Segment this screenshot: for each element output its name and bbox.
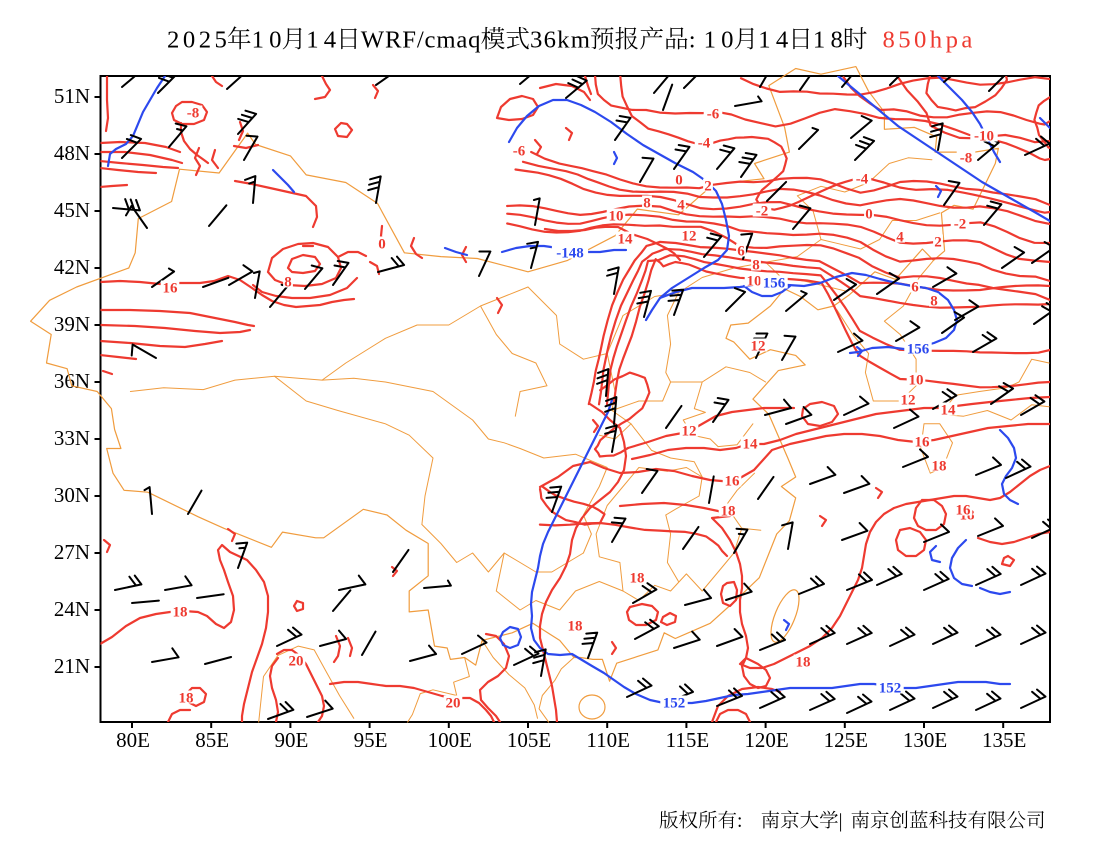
svg-text:152: 152 (663, 696, 686, 712)
svg-text:156: 156 (763, 276, 786, 292)
svg-text:16: 16 (163, 281, 179, 297)
svg-text:-6: -6 (513, 144, 526, 160)
svg-text:85E: 85E (195, 728, 229, 752)
svg-text:115E: 115E (666, 728, 710, 752)
svg-text:14: 14 (758, 27, 788, 54)
svg-text:6: 6 (911, 280, 919, 296)
svg-text:20: 20 (446, 696, 461, 712)
svg-text:-4: -4 (698, 136, 711, 152)
svg-text:4: 4 (896, 230, 904, 246)
svg-text:36km: 36km (530, 27, 590, 54)
svg-text:10: 10 (747, 274, 762, 290)
svg-text:12: 12 (682, 424, 697, 440)
svg-text:48N: 48N (54, 141, 90, 165)
svg-text:8: 8 (643, 196, 651, 212)
svg-text::: : (689, 27, 696, 54)
svg-text::: : (737, 811, 742, 832)
svg-text:18: 18 (568, 619, 583, 635)
svg-text:14: 14 (618, 232, 634, 248)
svg-text:105E: 105E (507, 728, 551, 752)
svg-text:18: 18 (179, 691, 194, 707)
svg-text:27N: 27N (54, 540, 90, 564)
svg-text:10: 10 (704, 27, 734, 54)
svg-text:0: 0 (865, 207, 873, 223)
svg-text:125E: 125E (824, 728, 868, 752)
svg-text:-4: -4 (856, 172, 869, 188)
svg-text:12: 12 (901, 393, 916, 409)
svg-text:4: 4 (677, 198, 685, 214)
svg-text:51N: 51N (54, 84, 90, 108)
svg-text:12: 12 (682, 229, 697, 245)
svg-text:42N: 42N (54, 255, 90, 279)
svg-text:36N: 36N (54, 369, 90, 393)
svg-text:WRF/cmaq: WRF/cmaq (361, 27, 481, 54)
svg-text:8: 8 (284, 275, 292, 291)
svg-text:100E: 100E (428, 728, 472, 752)
svg-text:10: 10 (252, 27, 282, 54)
svg-text:130E: 130E (903, 728, 947, 752)
svg-text:18: 18 (630, 571, 645, 587)
svg-text:16: 16 (956, 503, 972, 519)
svg-text:2: 2 (704, 179, 712, 195)
svg-text:-8: -8 (960, 151, 973, 167)
svg-text:16: 16 (725, 474, 741, 490)
svg-text:-2: -2 (756, 204, 769, 220)
svg-text:2: 2 (934, 235, 942, 251)
svg-text:110E: 110E (586, 728, 630, 752)
svg-text:-2: -2 (954, 217, 967, 233)
svg-text:80E: 80E (116, 728, 150, 752)
svg-text:33N: 33N (54, 426, 90, 450)
svg-text:2025: 2025 (167, 27, 227, 54)
svg-text:6: 6 (737, 244, 745, 260)
svg-text:20: 20 (289, 654, 304, 670)
svg-text:30N: 30N (54, 483, 90, 507)
svg-text:135E: 135E (982, 728, 1026, 752)
svg-text:8: 8 (752, 258, 760, 274)
svg-text:14: 14 (941, 403, 957, 419)
svg-text:|: | (839, 811, 843, 832)
svg-text:14: 14 (743, 437, 759, 453)
svg-text:18: 18 (813, 27, 843, 54)
svg-text:850hpa: 850hpa (883, 27, 973, 54)
svg-text:45N: 45N (54, 198, 90, 222)
svg-text:-148: -148 (556, 246, 584, 262)
svg-text:10: 10 (909, 373, 924, 389)
svg-text:18: 18 (721, 504, 736, 520)
svg-text:18: 18 (796, 655, 811, 671)
svg-text:95E: 95E (354, 728, 388, 752)
svg-text:10: 10 (609, 209, 624, 225)
svg-text:90E: 90E (274, 728, 308, 752)
svg-text:16: 16 (915, 435, 931, 451)
svg-text:-8: -8 (187, 106, 200, 122)
svg-text:21N: 21N (54, 654, 90, 678)
svg-text:12: 12 (751, 339, 766, 355)
svg-text:120E: 120E (744, 728, 788, 752)
svg-text:0: 0 (675, 173, 683, 189)
svg-text:152: 152 (879, 681, 902, 697)
svg-text:-10: -10 (974, 129, 994, 145)
svg-text:18: 18 (173, 605, 188, 621)
svg-text:18: 18 (932, 459, 947, 475)
svg-text:-6: -6 (707, 107, 720, 123)
svg-text:8: 8 (930, 294, 938, 310)
svg-text:0: 0 (378, 237, 386, 253)
svg-text:39N: 39N (54, 312, 90, 336)
svg-text:24N: 24N (54, 597, 90, 621)
svg-text:156: 156 (907, 342, 930, 358)
svg-text:14: 14 (306, 27, 336, 54)
